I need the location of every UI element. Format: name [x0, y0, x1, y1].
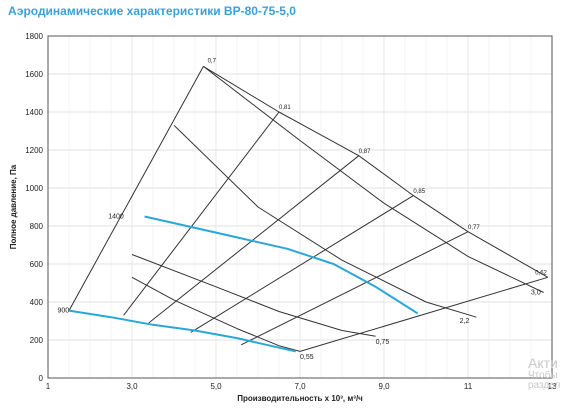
resistance-curve: [131, 276, 301, 352]
efficiency-ray: [68, 66, 204, 311]
x-tick-label: 7,0: [294, 382, 306, 391]
speed-label: 1400: [108, 214, 124, 221]
x-tick-label: 11: [464, 382, 473, 391]
resistance-curve: [203, 66, 544, 293]
watermark-line-2: Чтобы: [528, 369, 558, 381]
y-tick-label: 200: [30, 336, 44, 345]
speed-label: 900: [58, 308, 70, 315]
watermark-line-3: раздел: [528, 380, 561, 392]
efficiency-ray: [190, 195, 414, 333]
y-axis-label: Полное давление, Па: [9, 164, 18, 249]
x-tick-label: 1: [46, 382, 51, 391]
y-tick-label: 800: [30, 222, 44, 231]
x-tick-label: 3,0: [126, 382, 138, 391]
efficiency-ray: [299, 276, 548, 352]
x-axis-label: Производительность х 10³, м³/ч: [237, 394, 363, 403]
y-tick-label: 600: [30, 260, 44, 269]
plot-frame: [47, 35, 553, 379]
watermark-line-1: Акти: [528, 355, 558, 371]
resistance-curve: [131, 254, 376, 337]
efficiency-label: 0,81: [279, 105, 291, 111]
chart-title: Аэродинамические характеристики ВР-80-75…: [8, 4, 296, 18]
efficiency-ray: [148, 155, 360, 324]
y-tick-label: 1400: [25, 108, 43, 117]
efficiency-ray: [240, 231, 469, 346]
y-tick-label: 0: [39, 374, 44, 383]
y-tick-label: 1200: [25, 146, 43, 155]
y-tick-label: 1000: [25, 184, 43, 193]
watermark: Акти Чтобы раздел: [528, 356, 570, 392]
x-tick-label: 9,0: [378, 382, 390, 391]
efficiency-label: 0,85: [413, 189, 425, 195]
efficiency-envelope: [203, 65, 549, 278]
efficiency-label: 0,87: [359, 149, 371, 155]
resistance-curve: [173, 124, 477, 318]
efficiency-label: 0,7: [208, 59, 217, 65]
efficiency-label: 0,77: [468, 225, 480, 231]
x-tick-label: 13: [548, 382, 557, 391]
y-tick-label: 400: [30, 298, 44, 307]
resistance-label: 0,75: [376, 339, 390, 346]
efficiency-label: 0,62: [535, 270, 547, 276]
x-tick-label: 5,0: [210, 382, 222, 391]
speed-curve: [144, 215, 419, 315]
resistance-label: 3,0: [531, 289, 541, 296]
resistance-label: 2,2: [460, 318, 470, 325]
y-tick-label: 1600: [25, 70, 43, 79]
speed-curve: [68, 309, 297, 353]
resistance-label: 0,55: [300, 354, 314, 361]
y-tick-label: 1800: [25, 32, 43, 41]
efficiency-ray: [123, 111, 280, 316]
